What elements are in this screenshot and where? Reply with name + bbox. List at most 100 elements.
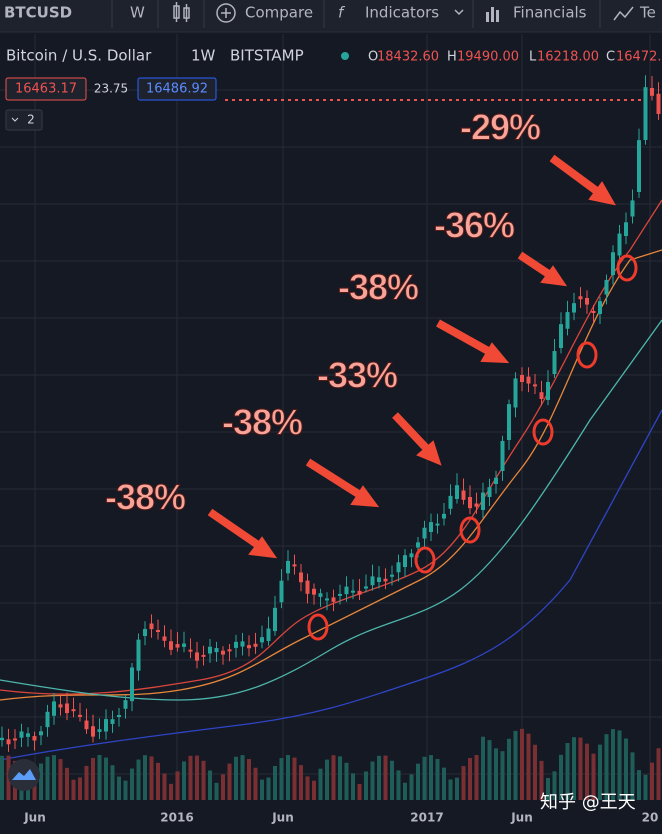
volume-bar [65,767,69,800]
volume-bar [266,777,271,800]
volume-bar [396,770,401,800]
candle [403,555,407,567]
candle [448,495,453,509]
volume-bar [370,761,375,800]
volume-bar [481,736,485,800]
candle [104,719,108,732]
candle [461,490,466,500]
financials-icon[interactable] [486,7,499,22]
volume-bar [617,730,622,800]
annotation: -38% [105,477,186,518]
candle [598,301,602,314]
buy-price[interactable]: 16486.92 [146,82,208,97]
buy-box[interactable] [137,77,217,101]
candle [286,560,290,574]
legend-interval: 1W [191,47,216,65]
toolbar [0,0,662,32]
volume-bar [377,755,381,800]
volume-bar [565,743,570,800]
interval[interactable]: W [130,4,145,22]
annotations: -38% -38% -33% -38% -36% -29% [104,106,542,518]
candle [442,513,446,519]
sell-price[interactable]: 16463.17 [15,82,77,97]
candle [611,252,615,275]
candle [253,643,258,647]
sell-box[interactable] [5,77,87,101]
symbol[interactable]: BTCUSD [4,4,72,22]
volume-bar [474,755,479,800]
volume-bar [130,768,134,800]
candle [565,312,570,329]
volume-bar [513,730,518,800]
volume-bar [559,754,563,800]
volume-bar [364,771,368,800]
candle [318,593,323,597]
candle [500,440,505,471]
candle [26,733,30,737]
volume-bar [195,755,199,800]
candles [0,75,661,752]
compare-button[interactable]: Compare [245,4,313,22]
candle [572,303,576,313]
candle [247,645,251,649]
watermark: 知乎 @王天 [540,792,636,813]
candle [39,731,43,736]
candle [526,376,531,384]
x-tick-label: Jun [271,811,294,825]
volume-bar [286,755,290,800]
volume-bar [214,782,219,800]
candle [123,700,128,709]
chart-type-icon[interactable] [173,2,190,22]
ma-line [0,319,662,701]
volume-bar [175,771,180,800]
volume-bar [624,738,628,800]
collapse-button[interactable] [5,109,43,131]
legend-exchange: BITSTAMP [230,47,304,65]
volume-bar [123,780,128,800]
indicators-button[interactable]: Indicators [365,4,439,22]
candle [97,729,102,732]
candle [377,577,381,582]
candle [656,93,661,114]
arrows [207,154,616,559]
candle [227,649,232,652]
indicators-icon[interactable]: f [338,4,346,22]
candle [552,351,557,374]
candle [143,628,147,636]
volume-bar [84,765,89,800]
candle [78,714,82,717]
candle [604,279,609,295]
ohlc-label: O [368,50,378,65]
candle [130,667,134,702]
candle [91,726,95,737]
candle [65,703,69,714]
more-button[interactable]: Te [639,4,656,22]
candle [370,576,375,586]
volume-bar [507,738,511,800]
volume-bar [539,760,544,800]
volume-bar [578,737,583,800]
candle [591,311,596,313]
candle [260,637,264,643]
collapse-count[interactable]: 2 [27,113,35,127]
financials-button[interactable]: Financials [513,4,587,22]
ohlc-label: L [529,50,537,65]
volume-bar [643,774,648,800]
volume-bar [260,779,264,800]
volume-bar [26,782,30,800]
candle [117,715,121,718]
volume-bar [97,755,102,800]
ohlc-label: H [447,50,457,65]
volume-bar [604,734,609,800]
candle [312,588,316,595]
volume-bar [247,759,251,800]
candle [468,497,472,509]
annotation: -38% [222,402,303,443]
candle [578,296,583,300]
compare-icon[interactable] [216,3,236,23]
volume-bar [435,758,440,800]
ohlc-label: C [606,50,615,65]
logo[interactable] [8,759,40,791]
grid [0,34,662,800]
volume-bar [552,771,557,800]
